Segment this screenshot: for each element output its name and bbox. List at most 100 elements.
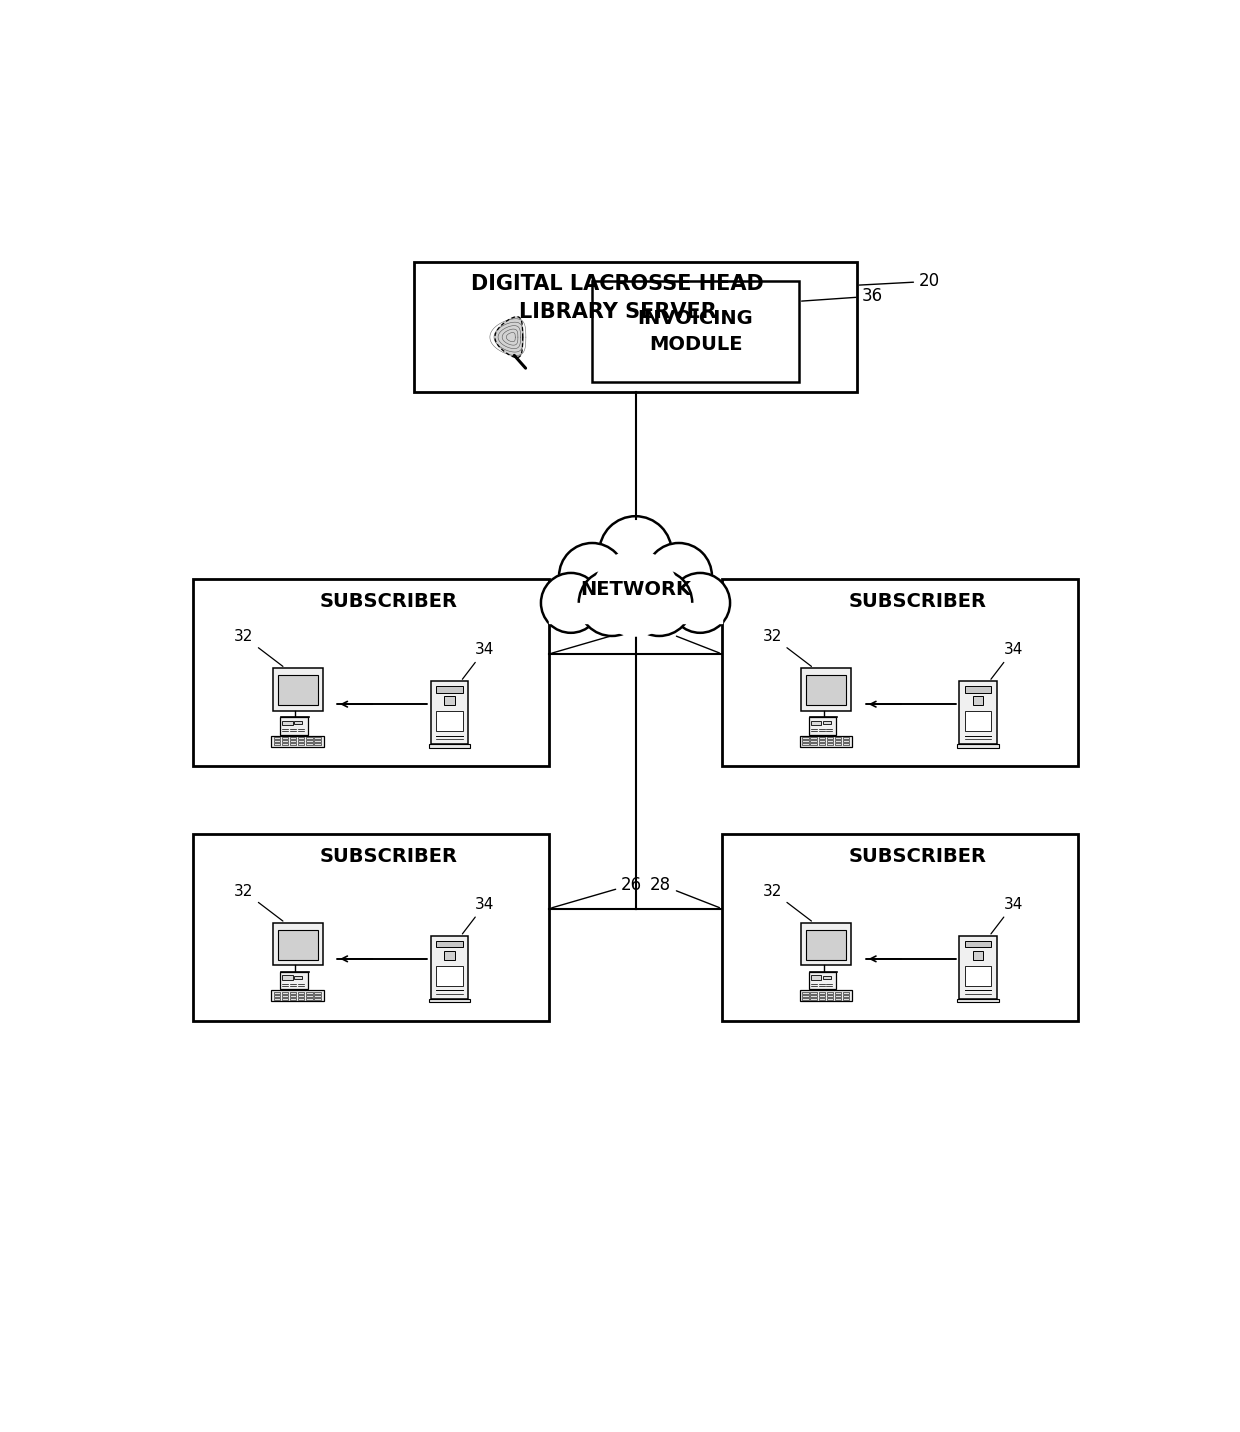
Bar [843, 992, 849, 994]
Bar [283, 720, 293, 725]
Bar [281, 992, 288, 994]
Bar [280, 972, 308, 990]
Bar [436, 941, 463, 948]
Bar [965, 712, 992, 732]
Bar [800, 736, 852, 746]
Bar [436, 967, 463, 987]
Bar [315, 992, 321, 994]
Bar [306, 995, 312, 997]
Bar [278, 674, 317, 706]
Bar [835, 995, 841, 997]
Bar [306, 737, 312, 739]
Bar [274, 998, 280, 1000]
Text: 36: 36 [801, 288, 883, 305]
Bar [843, 740, 849, 742]
Text: 34: 34 [463, 896, 495, 934]
Bar [972, 951, 983, 959]
Bar [823, 720, 831, 725]
Bar [281, 995, 288, 997]
Bar [811, 998, 817, 1000]
Text: DIGITAL LACROSSE HEAD
LIBRARY SERVER: DIGITAL LACROSSE HEAD LIBRARY SERVER [471, 274, 764, 322]
Bar [801, 669, 851, 710]
Bar [957, 998, 998, 1002]
Text: 22: 22 [552, 621, 642, 653]
Bar [811, 992, 817, 994]
Bar [811, 720, 821, 725]
Bar [290, 992, 296, 994]
Bar [818, 995, 825, 997]
Bar [835, 737, 841, 739]
Bar [806, 929, 846, 959]
Bar [290, 998, 296, 1000]
Bar [281, 743, 288, 745]
Bar [294, 975, 303, 979]
Bar [436, 686, 463, 693]
Bar [800, 990, 852, 1001]
Bar [843, 995, 849, 997]
Bar [306, 998, 312, 1000]
Bar [281, 737, 288, 739]
Bar [801, 922, 851, 965]
Circle shape [579, 570, 645, 636]
Text: NETWORK: NETWORK [580, 580, 691, 599]
Bar [281, 740, 288, 742]
Bar [843, 737, 849, 739]
Bar [429, 743, 470, 748]
Bar [835, 740, 841, 742]
Bar [827, 998, 833, 1000]
Bar [811, 995, 817, 997]
Text: 26: 26 [552, 875, 642, 908]
Text: 20: 20 [859, 272, 940, 291]
Bar [298, 737, 305, 739]
Text: SUBSCRIBER: SUBSCRIBER [320, 846, 458, 866]
Bar [972, 696, 983, 705]
Bar [811, 975, 821, 979]
Bar [444, 951, 455, 959]
Bar [272, 736, 324, 746]
Bar [444, 696, 455, 705]
Bar [281, 998, 288, 1000]
Bar [722, 833, 1078, 1021]
Bar [960, 937, 997, 998]
Circle shape [599, 516, 672, 589]
Bar [274, 737, 280, 739]
Bar [802, 998, 808, 1000]
Bar [827, 743, 833, 745]
Circle shape [670, 573, 730, 633]
Bar [429, 998, 470, 1002]
Polygon shape [495, 316, 523, 358]
Bar [843, 998, 849, 1000]
Bar [193, 833, 549, 1021]
Bar [823, 975, 831, 979]
Bar [436, 712, 463, 732]
Text: 34: 34 [991, 643, 1023, 679]
Bar [811, 743, 817, 745]
Bar [278, 929, 317, 959]
Bar [273, 669, 322, 710]
Bar [290, 737, 296, 739]
Bar [965, 941, 991, 948]
Bar [306, 992, 312, 994]
Bar [818, 992, 825, 994]
Bar [827, 995, 833, 997]
Bar [298, 998, 305, 1000]
Text: INVOICING
MODULE: INVOICING MODULE [637, 309, 754, 354]
Bar [298, 743, 305, 745]
Bar [298, 995, 305, 997]
Bar [430, 682, 469, 743]
Bar [290, 743, 296, 745]
Bar [835, 743, 841, 745]
Bar [315, 743, 321, 745]
Bar [414, 262, 857, 391]
Bar [280, 717, 308, 735]
Bar [835, 992, 841, 994]
Bar [808, 717, 836, 735]
Bar [274, 992, 280, 994]
Text: SUBSCRIBER: SUBSCRIBER [848, 591, 987, 611]
Text: 34: 34 [463, 643, 495, 679]
Bar [273, 922, 322, 965]
Bar [298, 740, 305, 742]
Bar [306, 740, 312, 742]
Bar [193, 579, 549, 766]
Bar [294, 720, 303, 725]
